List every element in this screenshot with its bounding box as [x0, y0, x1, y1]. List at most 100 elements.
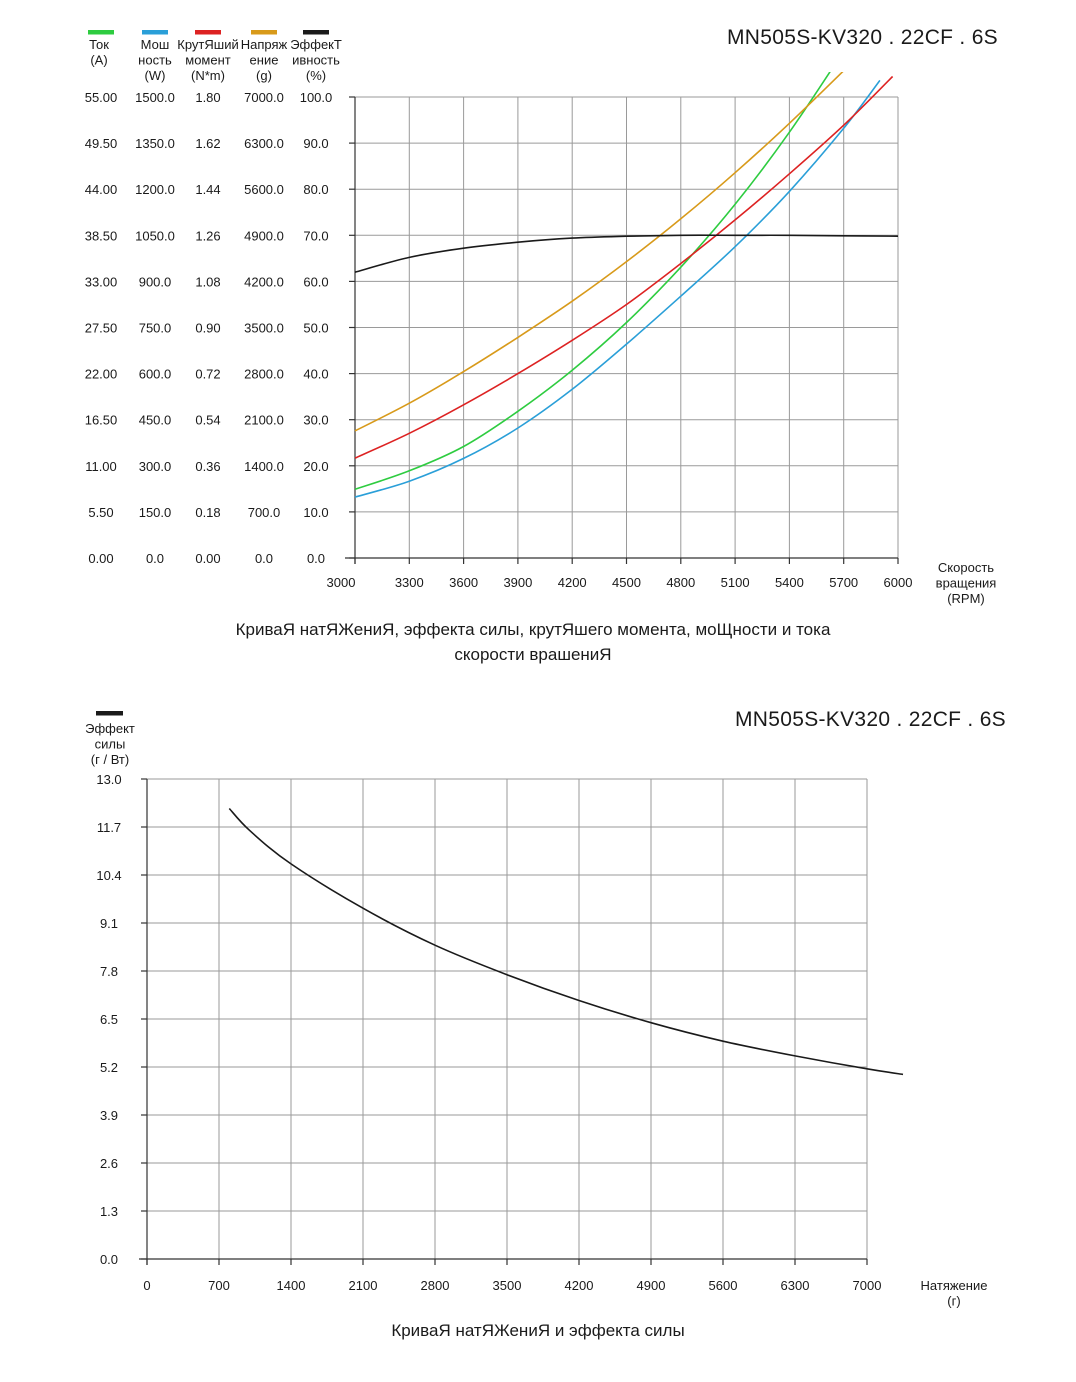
chart2-x-tick-label: 700	[208, 1278, 230, 1293]
chart2-x-tick-label: 6300	[781, 1278, 810, 1293]
chart1-legend-label: ение	[250, 53, 279, 68]
chart1-legend-swatch	[251, 30, 277, 35]
chart1-y-tick-label: 3500.0	[244, 321, 284, 336]
chart1-x-tick-label: 3000	[327, 575, 356, 590]
chart1-legend-label: ивность	[292, 53, 340, 68]
chart2-legend-label: (г / Вт)	[91, 752, 129, 767]
chart1-y-tick-label: 4900.0	[244, 228, 284, 243]
chart1-y-tick-label: 49.50	[85, 136, 118, 151]
chart1-series-line	[354, 234, 899, 273]
chart1-legend-label: (N*m)	[191, 68, 225, 83]
chart1-y-tick-label: 1400.0	[244, 459, 284, 474]
chart1-y-tick-label: 300.0	[139, 459, 172, 474]
chart1-series-group	[354, 72, 899, 498]
chart1-x-tick-label: 4500	[612, 575, 641, 590]
chart1-y-tick-label: 38.50	[85, 228, 118, 243]
chart1-x-tick-label: 4200	[558, 575, 587, 590]
chart1-x-axis-label-line: вращения	[936, 576, 997, 591]
chart1-series-line	[354, 75, 894, 459]
chart1-y-tick-label: 0.72	[195, 367, 220, 382]
chart2-caption: КриваЯ натЯЖениЯ и эффекта силы	[391, 1321, 684, 1340]
chart1-y-tick-label: 450.0	[139, 413, 172, 428]
chart2-x-ticks: 0 700 1400 2100 2800 3500 4200 4900 5600 6300 7000	[143, 1278, 881, 1293]
chart2-y-tick-label: 7.8	[100, 964, 118, 979]
chart1-legend-swatch	[303, 30, 329, 35]
chart1-legend-label: Мош	[141, 37, 170, 52]
chart1-y-tick-label: 1200.0	[135, 182, 175, 197]
chart1-y-tick-label: 70.0	[303, 228, 328, 243]
chart1-y-tick-label: 60.0	[303, 274, 328, 289]
chart2-y-tick-label: 2.6	[100, 1156, 118, 1171]
chart1-y-tick-label: 11.00	[85, 459, 117, 474]
chart1-x-tick-label: 3600	[449, 575, 478, 590]
chart1-y-tick-label: 750.0	[139, 321, 172, 336]
chart1-x-tick-label: 3900	[503, 575, 532, 590]
chart2-x-tick-label: 7000	[853, 1278, 882, 1293]
chart2-legend-label: силы	[95, 737, 126, 752]
chart2-y-tick-label: 6.5	[100, 1012, 118, 1027]
chart1-series-line	[354, 72, 844, 432]
chart2-x-tick-label: 4900	[637, 1278, 666, 1293]
chart2-x-tick-label: 1400	[277, 1278, 306, 1293]
chart1-y-tick-label: 1.08	[195, 274, 220, 289]
chart1-y-tick-label: 50.0	[303, 321, 328, 336]
chart2-y-tick-label: 10.4	[96, 868, 121, 883]
chart2-legend-label: Эффект	[85, 721, 135, 736]
chart2-series	[228, 807, 904, 1076]
chart1-x-tick-label: 4800	[666, 575, 695, 590]
chart2-x-tick-label: 4200	[565, 1278, 594, 1293]
chart2-series-line	[228, 807, 904, 1076]
chart1-legend-label: (A)	[90, 53, 107, 68]
chart1-y-tick-label: 600.0	[139, 367, 172, 382]
chart1-y-tick-label: 900.0	[139, 274, 172, 289]
chart1-y-tick-label: 0.90	[195, 321, 220, 336]
chart1-legend-label: ЭффекТ	[290, 37, 342, 52]
chart2-x-tick-label: 2100	[349, 1278, 378, 1293]
chart1-legend-label: (%)	[306, 68, 326, 83]
chart1-y-tick-label: 2800.0	[244, 367, 284, 382]
chart1-grid	[345, 96, 899, 564]
chart1-y-tick-label: 0.0	[307, 551, 325, 566]
chart1-legend-swatch	[88, 30, 114, 35]
chart1-y-tick-label: 1500.0	[135, 90, 175, 105]
chart1-y-tick-label: 0.0	[146, 551, 164, 566]
chart1-y-ticks: 0.00 5.50 11.00 16.50 22.00 27.50 33.00 38.50 44…	[85, 90, 333, 566]
chart1-y-tick-label: 6300.0	[244, 136, 284, 151]
chart1-y-tick-label: 1.26	[195, 228, 220, 243]
chart1-y-tick-label: 0.00	[88, 551, 113, 566]
chart1-legend-label: момент	[185, 53, 231, 68]
chart1-y-tick-label: 5600.0	[244, 182, 284, 197]
chart2-x-axis-label: Натяжение(г)	[921, 1278, 988, 1309]
chart1-legend-label: КрутЯший	[177, 37, 238, 52]
chart2-y-tick-label: 1.3	[100, 1204, 118, 1219]
chart1-y-tick-label: 0.36	[195, 459, 220, 474]
chart1-y-tick-label: 33.00	[85, 274, 118, 289]
chart2-x-tick-label: 2800	[421, 1278, 450, 1293]
chart1-y-tick-label: 5.50	[88, 505, 113, 520]
chart1-y-tick-label: 44.00	[85, 182, 118, 197]
chart1-x-ticks: 3000 3300 3600 3900 4200 4500 4800 5100 5400 5700…	[327, 575, 913, 590]
chart1-legend-label: Ток	[89, 37, 109, 52]
chart1-x-tick-label: 5400	[775, 575, 804, 590]
chart1-legend-label: (W)	[145, 68, 166, 83]
chart1-y-tick-label: 22.00	[85, 367, 118, 382]
chart2-y-tick-label: 9.1	[100, 916, 118, 931]
chart1-y-tick-label: 150.0	[139, 505, 172, 520]
chart1-legend-swatch	[142, 30, 168, 35]
chart1-y-tick-label: 1350.0	[135, 136, 175, 151]
chart1-x-axis-label-line: Скорость	[938, 560, 994, 575]
chart1-y-tick-label: 1.44	[195, 182, 220, 197]
chart2-y-tick-label: 5.2	[100, 1060, 118, 1075]
chart1-legend-swatch	[195, 30, 221, 35]
chart1-series	[354, 72, 899, 498]
chart1-x-tick-label: 6000	[884, 575, 913, 590]
chart1-caption-line1: КриваЯ натЯЖениЯ, эффекта силы, крутЯшег…	[236, 620, 831, 639]
chart1-y-tick-label: 16.50	[85, 413, 118, 428]
chart2-x-tick-label: 0	[143, 1278, 150, 1293]
chart-1: MN505S-KV320 . 22CF . 6S Ток(A)Мошность(…	[85, 26, 998, 664]
chart1-y-tick-label: 90.0	[303, 136, 328, 151]
chart2-y-ticks: 0.0 1.3 2.6 3.9 5.2 6.5 7.8 9.1 10.4 11.7 13.0	[96, 772, 121, 1267]
chart1-y-tick-label: 7000.0	[244, 90, 284, 105]
